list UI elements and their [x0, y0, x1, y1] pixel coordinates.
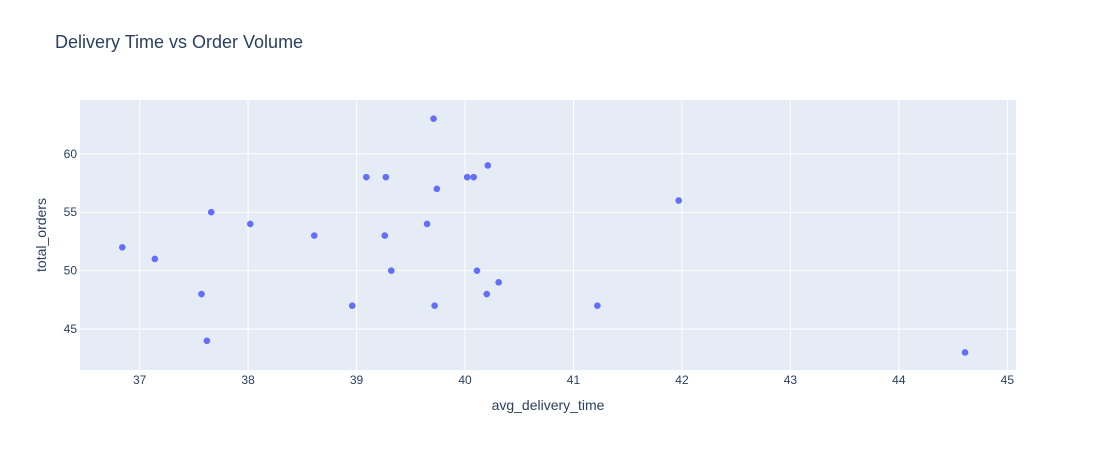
y-tick-label: 50: [64, 264, 78, 278]
y-tick-label: 60: [64, 147, 78, 161]
data-point[interactable]: [483, 290, 491, 298]
x-tick-label: 38: [241, 373, 255, 387]
data-point[interactable]: [433, 185, 441, 193]
data-point[interactable]: [423, 220, 431, 228]
x-axis-label: avg_delivery_time: [492, 397, 605, 413]
data-point[interactable]: [118, 243, 126, 251]
data-point[interactable]: [348, 302, 356, 310]
y-axis-label: total_orders: [33, 198, 49, 272]
y-tick-label: 45: [64, 322, 78, 336]
x-tick-label: 40: [458, 373, 472, 387]
data-point[interactable]: [463, 173, 471, 181]
data-point[interactable]: [430, 115, 437, 123]
data-point[interactable]: [961, 349, 969, 356]
data-point[interactable]: [246, 220, 254, 228]
plot-area: [80, 100, 1016, 370]
x-tick-label: 45: [1001, 373, 1015, 387]
x-tick-label: 41: [567, 373, 581, 387]
axis-ticks: 37 38 39 40 41 42 43 44 45 45 50 55 60: [64, 147, 1015, 387]
data-point[interactable]: [363, 173, 370, 181]
x-tick-label: 42: [675, 373, 689, 387]
data-point[interactable]: [675, 197, 682, 204]
grid-lines: [80, 100, 1016, 370]
data-point[interactable]: [495, 279, 502, 286]
data-points: [118, 115, 969, 356]
data-point[interactable]: [310, 232, 318, 239]
data-point[interactable]: [473, 267, 481, 274]
x-tick-label: 37: [133, 373, 147, 387]
data-point[interactable]: [207, 208, 215, 216]
data-point[interactable]: [470, 173, 478, 181]
y-tick-label: 55: [64, 205, 78, 219]
chart-title: Delivery Time vs Order Volume: [55, 32, 304, 52]
data-point[interactable]: [151, 255, 159, 263]
x-tick-label: 39: [350, 373, 364, 387]
data-point[interactable]: [594, 302, 601, 310]
data-point[interactable]: [431, 302, 438, 310]
data-point[interactable]: [381, 232, 389, 239]
x-tick-label: 43: [784, 373, 798, 387]
data-point[interactable]: [198, 290, 205, 298]
data-point[interactable]: [203, 337, 211, 345]
data-point[interactable]: [484, 162, 492, 169]
data-point[interactable]: [382, 173, 390, 181]
x-tick-label: 44: [892, 373, 906, 387]
data-point[interactable]: [387, 267, 395, 274]
